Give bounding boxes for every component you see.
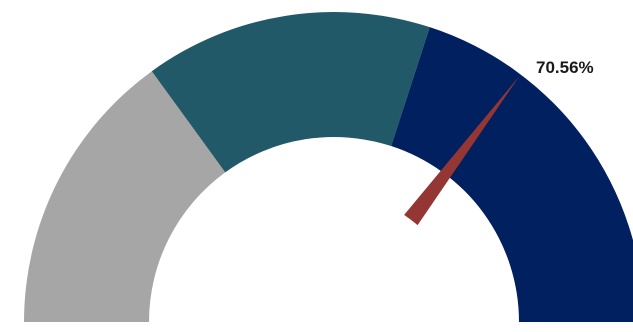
gauge-band-2 [151,11,430,173]
gauge-needle-group [404,76,520,226]
gauge-needle [404,76,520,226]
gauge-bands [24,11,633,322]
gauge-band-3 [391,27,633,322]
gauge-band-1 [24,71,226,322]
gauge-value-label: 70.56% [536,58,594,77]
